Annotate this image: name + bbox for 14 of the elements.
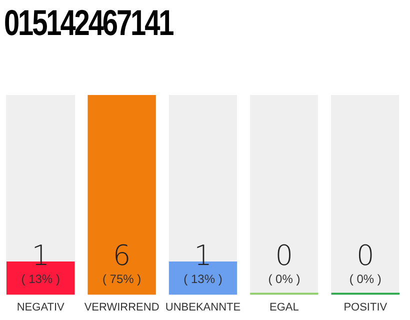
annotation: ( 13% ) xyxy=(21,272,60,286)
annotation: ( 75% ) xyxy=(102,272,142,286)
x-tick-label: POSITIV xyxy=(344,301,388,314)
annotation: ( 0% ) xyxy=(268,272,300,286)
data-label: 6 xyxy=(112,238,131,272)
x-tick-label: EGAL xyxy=(270,301,299,314)
x-tick-label: UNBEKANNTE xyxy=(165,301,241,314)
data-label: 0 xyxy=(275,238,294,272)
x-tick-label: VERWIRREND xyxy=(84,301,160,314)
data-label: 0 xyxy=(356,238,374,272)
x-tick-label: NEGATIV xyxy=(16,301,65,314)
annotation: ( 13% ) xyxy=(184,272,222,286)
annotation: ( 0% ) xyxy=(349,272,382,286)
chart-title: 015142467141 xyxy=(4,2,173,44)
